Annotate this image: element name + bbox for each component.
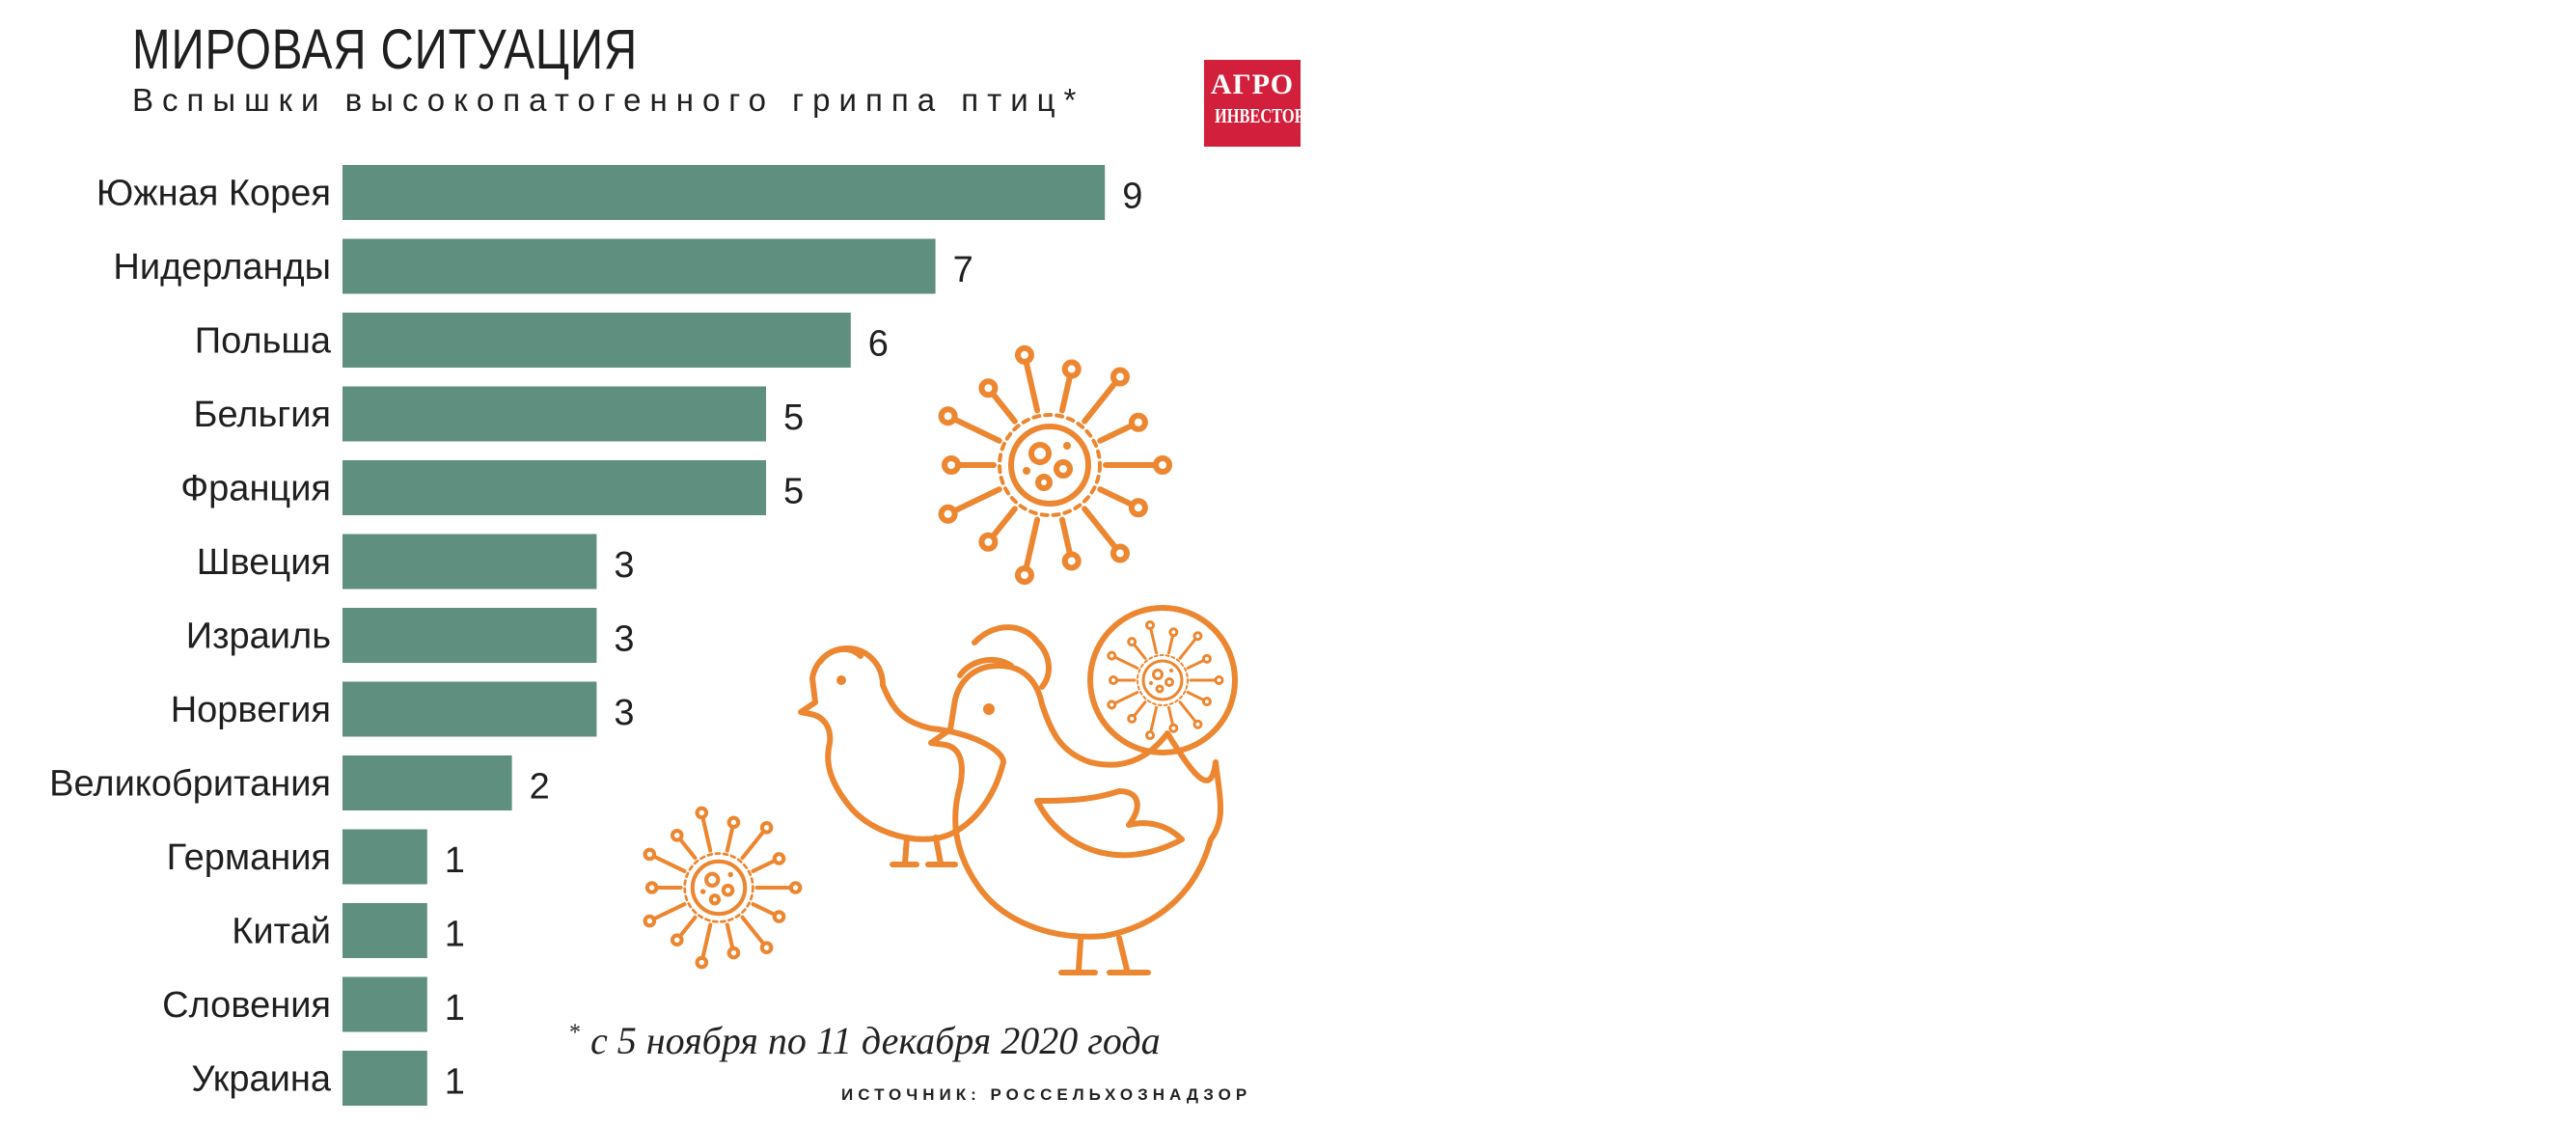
category-label: Польша [195, 321, 332, 362]
category-label: Франция [180, 469, 331, 509]
bar-chart: Южная Корея 9 Нидерланды 7 Польша 6 Бельгия 5 Фр… [49, 165, 1238, 1106]
bar-value-label: 9 [1122, 177, 1142, 217]
large-bird-icon [928, 605, 1238, 975]
bird-flu-illustration [643, 344, 1238, 975]
bar-value-label: 5 [783, 398, 804, 438]
bar [343, 976, 427, 1032]
source-label: ИСТОЧНИК: РОССЕЛЬХОЗНАДЗОР [841, 1085, 1252, 1104]
bar [343, 165, 1106, 220]
category-label: Швеция [197, 542, 331, 583]
bar [343, 386, 766, 442]
footnote-marker: * [569, 1020, 581, 1046]
bar [343, 460, 766, 515]
category-label: Германия [167, 837, 331, 878]
category-label: Бельгия [194, 395, 331, 435]
category-label: Нидерланды [113, 247, 331, 288]
bar-value-label: 1 [445, 1062, 465, 1103]
virus-small-icon [643, 806, 803, 970]
bar [343, 681, 597, 737]
footnote-text: с 5 ноября по 11 декабря 2020 года [590, 1019, 1161, 1062]
small-bird-icon [798, 645, 1006, 867]
category-label: Израиль [186, 617, 331, 657]
bar-value-label: 2 [530, 767, 550, 808]
bar [343, 903, 427, 958]
logo-line-2: ИНВЕСТОР [1215, 104, 1301, 127]
page-title: МИРОВАЯ СИТУАЦИЯ [132, 18, 639, 81]
bar-value-label: 1 [445, 915, 465, 955]
footnote: * с 5 ноября по 11 декабря 2020 года [569, 1018, 1161, 1063]
category-label: Великобритания [49, 764, 331, 805]
bar-value-label: 7 [953, 250, 973, 290]
bar-value-label: 3 [614, 545, 634, 586]
logo-line-1: АГРО [1210, 69, 1295, 100]
bar-value-label: 3 [614, 619, 634, 660]
bar-value-label: 5 [783, 472, 804, 512]
virus-large-icon [938, 344, 1172, 586]
bar-value-label: 3 [614, 693, 634, 733]
category-label: Словения [162, 985, 331, 1026]
bar [343, 238, 936, 294]
bar-value-label: 1 [445, 988, 465, 1029]
bar [343, 313, 851, 368]
bar [343, 534, 597, 590]
bar [343, 755, 512, 810]
category-label: Норвегия [171, 690, 331, 730]
bar [343, 1051, 427, 1106]
bar [343, 829, 427, 885]
virus-in-circle-icon [1107, 619, 1224, 741]
bar [343, 608, 597, 663]
bar-group: Южная Корея 9 Нидерланды 7 Польша 6 Бельгия 5 Фр… [49, 165, 1142, 1106]
bar-value-label: 1 [445, 840, 465, 881]
category-label: Южная Корея [96, 174, 331, 214]
page-subtitle: Вспышки высокопатогенного гриппа птиц* [132, 82, 1085, 118]
agroinvestor-logo: АГРО ИНВЕСТОР [1204, 60, 1301, 147]
bar-value-label: 6 [868, 324, 889, 365]
category-label: Украина [191, 1059, 332, 1100]
category-label: Китай [232, 912, 331, 952]
